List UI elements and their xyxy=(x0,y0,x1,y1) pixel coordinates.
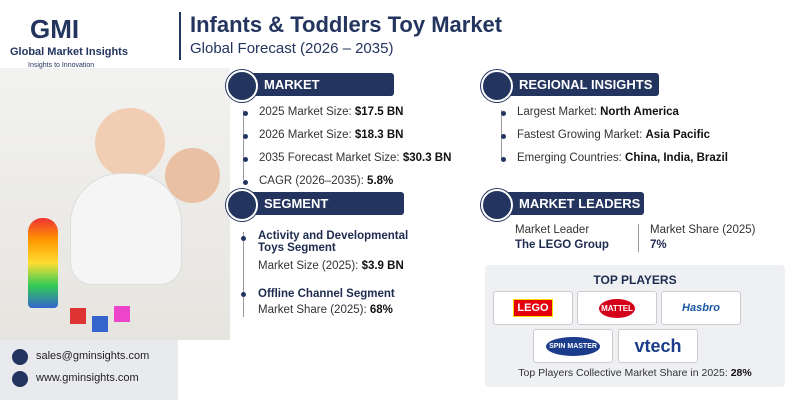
value: 5.8% xyxy=(367,175,394,187)
share-label: Market Share (2025) xyxy=(650,224,756,236)
segment-name: Offline Channel Segment xyxy=(258,288,395,300)
player-logo: MATTEL xyxy=(577,291,657,325)
title: Infants & Toddlers Toy Market xyxy=(190,12,503,37)
stat-item: 2035 Forecast Market Size: $30.3 BN xyxy=(259,152,451,164)
stat-item: 2026 Market Size: $18.3 BN xyxy=(259,129,403,141)
icon xyxy=(481,70,513,102)
player-logo: LEGO xyxy=(493,291,573,325)
top-players-panel xyxy=(485,265,785,387)
leader-label: Market Leader xyxy=(515,224,590,236)
bullet xyxy=(501,134,506,139)
section-heading: REGIONAL INSIGHTS xyxy=(505,73,659,96)
divider xyxy=(179,12,181,60)
contact-panel xyxy=(0,340,178,400)
icon xyxy=(481,189,513,221)
share: 7% xyxy=(650,239,667,251)
bullet xyxy=(501,111,506,116)
subtitle: Global Forecast (2026 – 2035) xyxy=(190,40,394,57)
label: Largest Market: xyxy=(517,106,597,118)
photo xyxy=(0,68,230,340)
bullet xyxy=(243,180,248,185)
label: Top Players Collective Market Share in 2… xyxy=(518,367,728,379)
baby2-head xyxy=(165,148,220,203)
value: $18.3 BN xyxy=(354,129,404,141)
baby-body xyxy=(70,173,182,285)
player: MATTEL xyxy=(599,298,635,318)
block xyxy=(70,308,86,324)
segment-name: Activity and Developmental Toys Segment xyxy=(258,230,409,254)
block xyxy=(92,316,108,332)
label: Emerging Countries: xyxy=(517,152,622,164)
section-heading: SEGMENT STATISTICS xyxy=(250,192,404,234)
stat-item: Fastest Growing Market: Asia Pacific xyxy=(517,129,710,141)
leader: The LEGO Group xyxy=(515,239,609,251)
bullet xyxy=(243,134,248,139)
label: Market Share (2025): xyxy=(258,304,367,316)
label: Market Size (2025): xyxy=(258,260,359,272)
label: Fastest Growing Market: xyxy=(517,129,643,141)
value: North America xyxy=(600,106,679,118)
stat-item: CAGR (2026–2035): 5.8% xyxy=(259,175,393,187)
brand: Global Market Insights xyxy=(10,46,128,58)
label: 2025 Market Size: xyxy=(259,106,352,118)
stat-item: Largest Market: North America xyxy=(517,106,679,118)
player: LEGO xyxy=(513,299,553,317)
bullet xyxy=(241,292,246,297)
baby-head xyxy=(95,108,165,178)
section-heading: MARKET LEADERS xyxy=(505,192,644,215)
divider xyxy=(638,224,639,252)
segment-stat: Market Size (2025): $3.9 BN xyxy=(258,260,404,272)
ring-stack xyxy=(28,218,58,308)
player: vtech xyxy=(634,335,682,356)
label: 2026 Market Size: xyxy=(259,129,352,141)
segment-stat: Market Share (2025): 68% xyxy=(258,304,393,316)
value: 68% xyxy=(369,304,393,316)
top-players-title: TOP PLAYERS xyxy=(593,273,677,287)
email: sales@gminsights.com xyxy=(36,350,150,362)
label: 2035 Forecast Market Size: xyxy=(259,152,400,164)
value: $17.5 BN xyxy=(354,106,404,118)
icon xyxy=(226,189,258,221)
value: 28% xyxy=(730,367,752,379)
stat-item: 2025 Market Size: $17.5 BN xyxy=(259,106,403,118)
stat-item: Emerging Countries: China, India, Brazil xyxy=(517,152,728,164)
web-icon xyxy=(12,371,28,387)
bullet xyxy=(241,236,246,241)
top-players-footer: Top Players Collective Market Share in 2… xyxy=(485,367,785,379)
player: SPIN MASTER xyxy=(546,336,600,356)
bullet xyxy=(243,157,248,162)
value: $30.3 BN xyxy=(402,152,452,164)
bullet xyxy=(243,111,248,116)
logo: GMI xyxy=(30,14,80,44)
bullet xyxy=(501,157,506,162)
player: Hasbro xyxy=(682,302,720,314)
player-logo: vtech xyxy=(618,329,698,363)
icon xyxy=(226,70,258,102)
player-logo: SPIN MASTER xyxy=(533,329,613,363)
tagline: Insights to Innovation xyxy=(28,62,95,69)
label: CAGR (2026–2035): xyxy=(259,175,364,187)
player-logo: Hasbro xyxy=(661,291,741,325)
value: $3.9 BN xyxy=(361,260,404,272)
value: Asia Pacific xyxy=(645,129,711,141)
timeline xyxy=(243,232,244,317)
value: China, India, Brazil xyxy=(625,152,728,164)
block xyxy=(114,306,130,322)
email-icon xyxy=(12,349,28,365)
section-heading: MARKET STATISTICS xyxy=(250,73,394,115)
timeline xyxy=(243,110,244,180)
website: www.gminsights.com xyxy=(36,372,139,384)
